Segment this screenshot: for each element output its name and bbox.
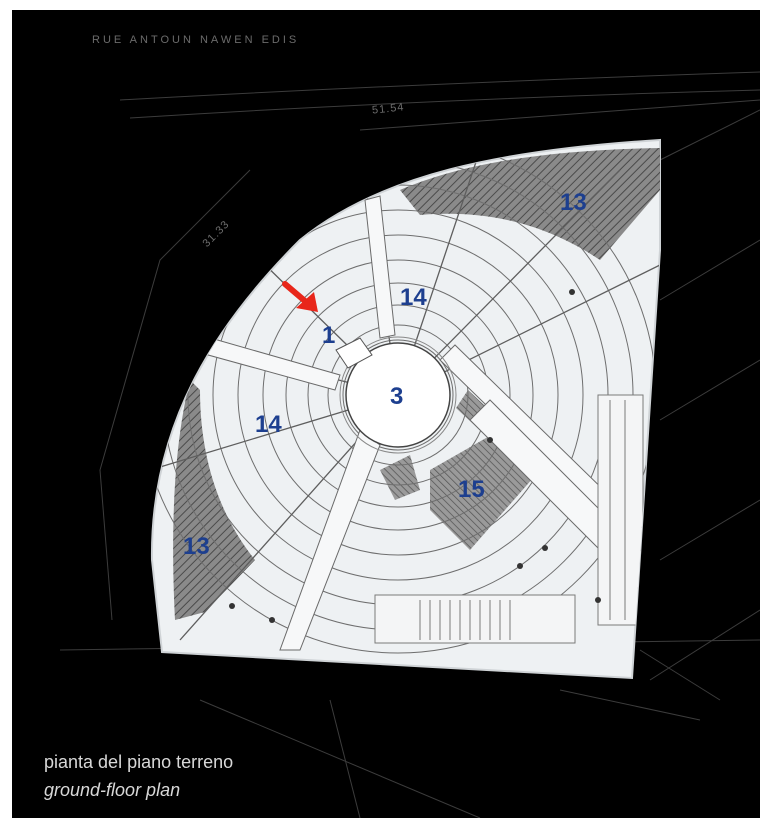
label-15: 15	[458, 476, 485, 503]
hatched-zone-left	[173, 380, 255, 620]
building-footprint	[150, 138, 661, 680]
fixtures	[229, 289, 601, 623]
caption-english: ground-floor plan	[44, 780, 181, 800]
caption-italian: pianta del piano terreno	[44, 752, 234, 772]
label-13-top: 13	[560, 189, 587, 216]
label-3-center: 3	[390, 383, 403, 410]
entry-notch	[335, 337, 373, 369]
street-label: RUE ANTOUN NAWEN EDIS	[92, 34, 300, 46]
label-1-entrance: 1	[322, 322, 335, 349]
entrance-arrow	[282, 281, 318, 312]
label-14-top: 14	[400, 284, 427, 311]
label-14-left: 14	[255, 411, 282, 438]
service-strip	[597, 394, 644, 626]
hatched-zone-top	[400, 148, 660, 260]
label-13-left: 13	[183, 533, 210, 560]
central-drum	[345, 342, 451, 448]
bottom-stair	[374, 594, 576, 644]
